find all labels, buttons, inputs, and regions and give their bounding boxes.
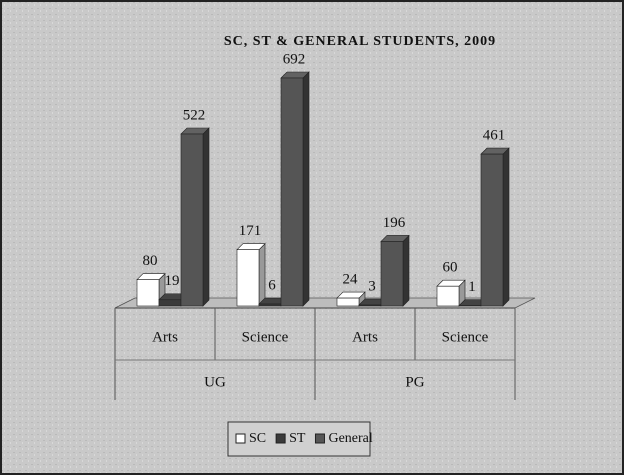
legend-swatch	[275, 433, 286, 444]
bar	[280, 71, 310, 307]
x-tick-label: Arts	[152, 329, 178, 345]
legend-box	[227, 421, 371, 457]
bar-front	[158, 299, 182, 307]
legend-swatch	[235, 433, 246, 444]
bar-side	[258, 242, 266, 307]
x-tick-label: Arts	[352, 329, 378, 345]
legend-label: SC	[249, 431, 266, 446]
bar-side	[502, 147, 510, 307]
data-label: 24	[343, 272, 359, 288]
data-label: 196	[383, 215, 406, 231]
group-label: UG	[204, 374, 226, 390]
legend-label: General	[328, 431, 372, 446]
bar-side	[202, 127, 210, 307]
data-label: 6	[268, 277, 276, 293]
chart-title: SC, ST & GENERAL STUDENTS, 2009	[224, 34, 496, 49]
data-label: 692	[283, 51, 306, 67]
bar-front	[436, 285, 460, 307]
bar-side	[302, 71, 310, 307]
data-label: 19	[165, 273, 180, 289]
legend-swatch	[314, 433, 325, 444]
data-label: 1	[468, 279, 476, 295]
bar-front	[358, 304, 382, 307]
bar-side	[402, 234, 410, 307]
x-tick-label: Science	[442, 329, 489, 345]
data-label: 3	[368, 278, 376, 294]
data-label: 171	[239, 223, 262, 239]
bar-front	[336, 297, 360, 307]
x-tick-label: Science	[242, 329, 289, 345]
bar	[380, 234, 410, 307]
bar	[236, 242, 266, 307]
bar-front	[136, 279, 160, 307]
bar	[336, 291, 366, 307]
data-label: 522	[183, 107, 206, 123]
bar	[480, 147, 510, 307]
bar-front	[258, 303, 282, 307]
bar-front	[380, 241, 404, 307]
bar-front	[236, 249, 260, 307]
data-label: 80	[143, 253, 158, 269]
bar-front	[180, 133, 204, 307]
legend-label: ST	[289, 431, 306, 446]
group-label: PG	[405, 374, 424, 390]
bar-front	[280, 77, 304, 307]
data-label: 60	[443, 260, 458, 276]
bar	[180, 127, 210, 307]
bar	[436, 279, 466, 307]
bar-front	[480, 153, 504, 307]
data-label: 461	[483, 128, 506, 144]
legend: SC ST General	[227, 421, 373, 457]
